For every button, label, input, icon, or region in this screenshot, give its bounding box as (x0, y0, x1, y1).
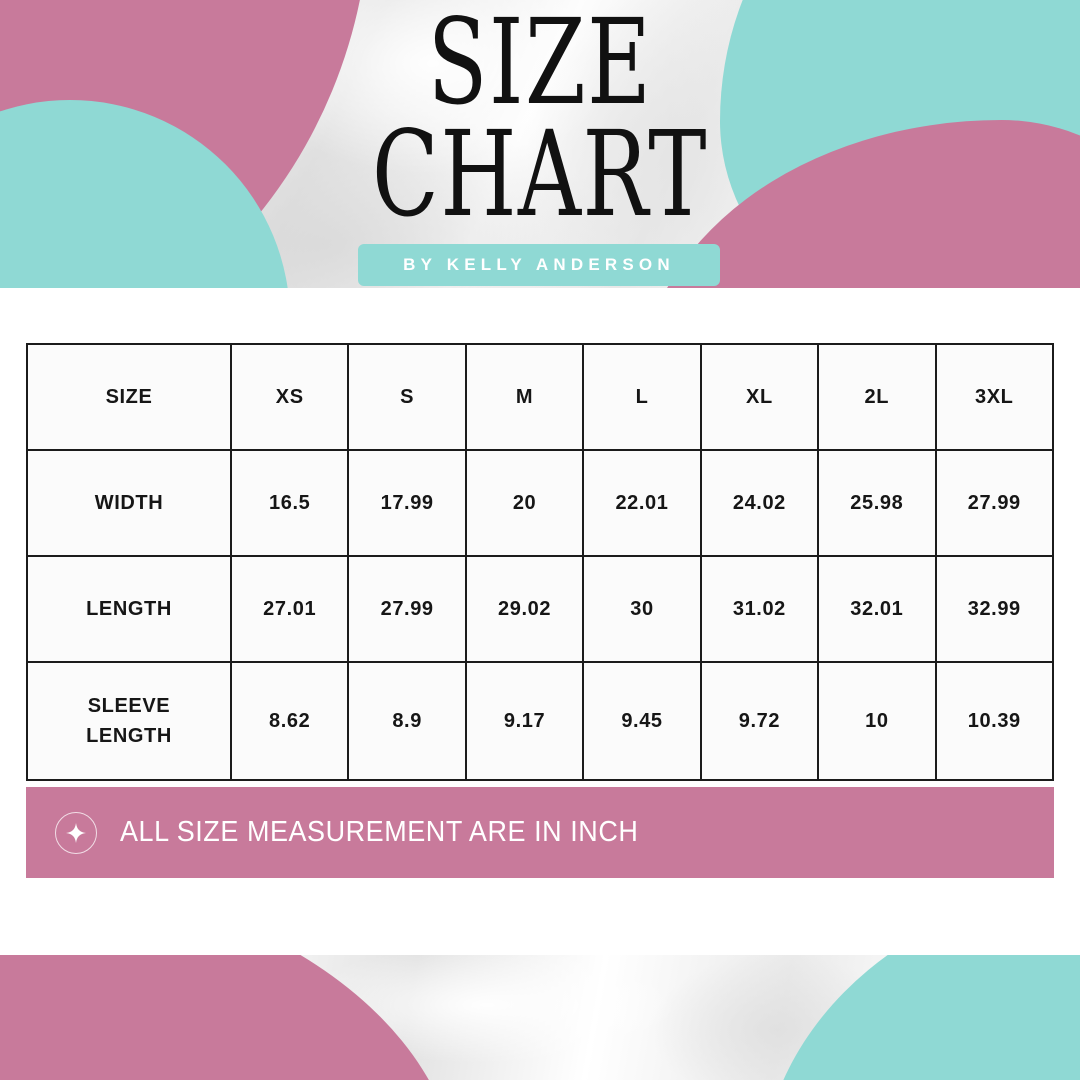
cell-sleeve-2l: 10 (817, 661, 937, 781)
top-decoration-band (0, 0, 1080, 288)
cell-sleeve-s: 8.9 (347, 661, 467, 781)
byline-text: BY KELLY ANDERSON (403, 255, 675, 274)
cell-length-3xl: 32.99 (934, 555, 1055, 663)
row-label-width: WIDTH (26, 449, 232, 557)
cell-sleeve-xl: 9.72 (699, 661, 820, 781)
cell-length-xs: 27.01 (229, 555, 350, 663)
title-line-chart: CHART (372, 104, 708, 243)
cell-sleeve-xs: 8.62 (229, 661, 350, 781)
header-cell-s: S (347, 343, 467, 451)
cell-width-3xl: 27.99 (934, 449, 1055, 557)
sparkle-star-icon (55, 811, 97, 854)
cell-length-m: 29.02 (464, 555, 585, 663)
cell-width-l: 22.01 (582, 449, 702, 557)
cell-length-2l: 32.01 (817, 555, 937, 663)
size-table: SIZE XS S M L XL 2L 3XL WIDTH 16.5 17.99… (26, 343, 1055, 781)
cell-sleeve-m: 9.17 (464, 661, 585, 781)
header-cell-l: L (582, 343, 702, 451)
measurement-note-banner: ALL SIZE MEASUREMENT ARE IN INCH (26, 787, 1054, 878)
header-cell-m: M (464, 343, 585, 451)
cell-width-xl: 24.02 (699, 449, 820, 557)
row-label-sleeve-length: SLEEVE LENGTH (26, 661, 232, 781)
cell-width-m: 20 (464, 449, 585, 557)
byline-badge: BY KELLY ANDERSON (358, 244, 720, 286)
table-row: LENGTH 27.01 27.99 29.02 30 31.02 32.01 … (26, 555, 1055, 663)
page-title: SIZE CHART (0, 0, 1080, 243)
row-label-length: LENGTH (26, 555, 232, 663)
table-row: SLEEVE LENGTH 8.62 8.9 9.17 9.45 9.72 10… (26, 661, 1055, 781)
title-line-size: SIZE (427, 0, 653, 131)
cell-length-s: 27.99 (347, 555, 467, 663)
cell-sleeve-l: 9.45 (582, 661, 702, 781)
cell-sleeve-3xl: 10.39 (934, 661, 1055, 781)
size-table-container: SIZE XS S M L XL 2L 3XL WIDTH 16.5 17.99… (26, 343, 1055, 781)
cell-width-xs: 16.5 (229, 449, 350, 557)
table-row: WIDTH 16.5 17.99 20 22.01 24.02 25.98 27… (26, 449, 1055, 557)
bottom-decoration-band (0, 955, 1080, 1080)
header-cell-size: SIZE (26, 343, 232, 451)
cell-length-xl: 31.02 (699, 555, 820, 663)
cell-length-l: 30 (582, 555, 702, 663)
header-cell-xl: XL (699, 343, 820, 451)
row-label-sleeve-line2: LENGTH (86, 725, 172, 747)
header-cell-xs: XS (229, 343, 350, 451)
cell-width-s: 17.99 (347, 449, 467, 557)
table-header-row: SIZE XS S M L XL 2L 3XL (26, 343, 1055, 451)
measurement-note-text: ALL SIZE MEASUREMENT ARE IN INCH (120, 816, 639, 848)
row-label-sleeve-line1: SLEEVE (87, 695, 171, 717)
cell-width-2l: 25.98 (817, 449, 937, 557)
header-cell-3xl: 3XL (934, 343, 1055, 451)
header-cell-2l: 2L (817, 343, 937, 451)
